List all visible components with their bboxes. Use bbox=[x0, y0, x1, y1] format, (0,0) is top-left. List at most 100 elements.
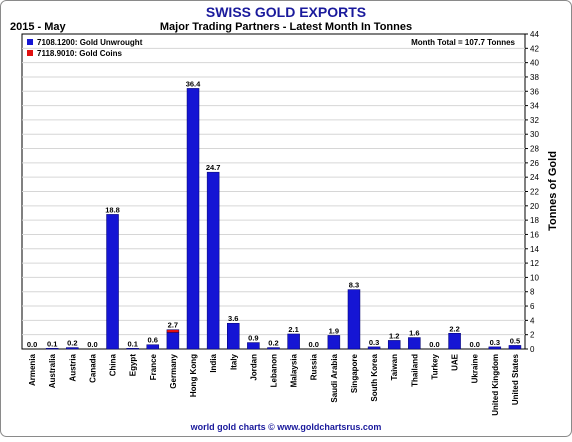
bar-unwrought-17 bbox=[367, 346, 381, 350]
data-label-23: 0.3 bbox=[490, 338, 500, 347]
y-tick-label-42: 42 bbox=[530, 44, 539, 53]
data-label-20: 0.0 bbox=[429, 340, 439, 349]
data-label-10: 3.6 bbox=[228, 314, 238, 323]
data-label-17: 0.3 bbox=[369, 338, 379, 347]
data-label-15: 1.9 bbox=[329, 326, 339, 335]
x-tick-label-15: Saudi Arabia bbox=[330, 353, 339, 402]
x-tick-label-22: Ukraine bbox=[471, 353, 480, 383]
bar-unwrought-9 bbox=[206, 171, 220, 350]
x-tick-label-23: United Kingdom bbox=[491, 354, 500, 416]
data-label-13: 2.1 bbox=[288, 325, 298, 334]
x-tick-label-8: Hong Kong bbox=[189, 354, 198, 397]
x-tick-label-1: Australia bbox=[48, 353, 57, 388]
bar-unwrought-15 bbox=[327, 335, 341, 350]
data-label-6: 0.6 bbox=[148, 336, 158, 345]
x-tick-label-13: Malaysia bbox=[290, 353, 299, 387]
data-label-7: 2.7 bbox=[168, 321, 178, 330]
bar-unwrought-1 bbox=[45, 348, 59, 350]
data-label-5: 0.1 bbox=[127, 339, 137, 348]
legend-swatch-unwrought bbox=[27, 39, 33, 45]
data-label-21: 2.2 bbox=[449, 324, 459, 333]
y-tick-label-0: 0 bbox=[530, 345, 535, 354]
y-tick-label-40: 40 bbox=[530, 59, 539, 68]
chart-subtitle: Major Trading Partners - Latest Month In… bbox=[160, 21, 412, 33]
data-label-16: 8.3 bbox=[349, 281, 359, 290]
bars-group: 0.0 0.1 0.2 0.0 18.8 0.1 0.6 2.7 36.4 24.7 3.6 0.9 0… bbox=[27, 79, 522, 350]
y-tick-label-24: 24 bbox=[530, 173, 539, 182]
bar-unwrought-11 bbox=[247, 342, 260, 350]
y-tick-label-8: 8 bbox=[530, 288, 535, 297]
y-tick-label-32: 32 bbox=[530, 116, 539, 125]
bar-unwrought-6 bbox=[146, 344, 160, 350]
legend-label-unwrought: 7108.1200: Gold Unwrought bbox=[37, 38, 143, 47]
y-tick-label-14: 14 bbox=[530, 245, 539, 254]
chart-title: SWISS GOLD EXPORTS bbox=[206, 4, 366, 20]
x-tick-label-9: India bbox=[209, 353, 218, 372]
y-tick-label-16: 16 bbox=[530, 230, 539, 239]
x-tick-label-3: Canada bbox=[88, 353, 97, 382]
bar-unwrought-19 bbox=[408, 337, 421, 350]
bar-unwrought-2 bbox=[66, 347, 79, 350]
y-tick-label-6: 6 bbox=[530, 302, 535, 311]
data-label-19: 1.6 bbox=[409, 329, 419, 338]
bar-unwrought-4 bbox=[106, 214, 119, 350]
x-tick-label-12: Lebanon bbox=[270, 354, 279, 387]
data-label-18: 1.2 bbox=[389, 331, 399, 340]
y-tick-label-28: 28 bbox=[530, 145, 539, 154]
y-tick-label-44: 44 bbox=[530, 30, 539, 39]
data-label-8: 36.4 bbox=[186, 79, 201, 88]
x-tick-label-6: France bbox=[149, 353, 158, 380]
bar-coins-7 bbox=[166, 329, 180, 333]
x-tick-label-0: Armenia bbox=[28, 353, 37, 386]
y-tick-label-10: 10 bbox=[530, 273, 539, 282]
x-tick-label-19: Thailand bbox=[410, 354, 419, 387]
x-tick-label-10: Italy bbox=[229, 353, 238, 370]
y-tick-label-22: 22 bbox=[530, 188, 539, 197]
y-tick-label-36: 36 bbox=[530, 87, 539, 96]
x-tick-label-17: South Korea bbox=[370, 353, 379, 401]
bar-unwrought-12 bbox=[267, 347, 280, 350]
x-tick-label-14: Russia bbox=[310, 353, 319, 380]
bar-unwrought-7 bbox=[166, 332, 180, 350]
data-label-4: 18.8 bbox=[105, 205, 120, 214]
y-axis-ticks: 0246810121416182022242628303234363840424… bbox=[525, 30, 539, 354]
x-tick-label-7: Germany bbox=[169, 353, 178, 388]
bar-unwrought-24 bbox=[508, 345, 522, 350]
bar-unwrought-8 bbox=[186, 88, 200, 350]
y-tick-label-26: 26 bbox=[530, 159, 539, 168]
y-tick-label-18: 18 bbox=[530, 216, 539, 225]
x-tick-label-20: Turkey bbox=[430, 353, 439, 379]
bar-unwrought-18 bbox=[387, 340, 401, 350]
x-tick-label-2: Austria bbox=[68, 353, 77, 381]
data-label-2: 0.2 bbox=[67, 339, 77, 348]
x-tick-label-18: Taiwan bbox=[390, 354, 399, 381]
bar-unwrought-16 bbox=[347, 289, 361, 350]
bar-unwrought-5 bbox=[126, 348, 139, 350]
data-label-22: 0.0 bbox=[469, 340, 479, 349]
x-tick-label-4: China bbox=[109, 353, 118, 376]
data-label-14: 0.0 bbox=[309, 340, 319, 349]
grid-lines bbox=[22, 47, 525, 336]
month-total: Month Total = 107.7 Tonnes bbox=[411, 38, 515, 47]
data-label-1: 0.1 bbox=[47, 339, 57, 348]
y-tick-label-2: 2 bbox=[530, 331, 535, 340]
data-label-0: 0.0 bbox=[27, 340, 37, 349]
y-tick-label-4: 4 bbox=[530, 316, 535, 325]
y-axis-title: Tonnes of Gold bbox=[547, 151, 559, 231]
footer-credit: world gold charts © www.goldchartsrus.co… bbox=[190, 422, 382, 432]
bar-unwrought-21 bbox=[448, 333, 461, 350]
bar-unwrought-23 bbox=[488, 346, 502, 350]
y-tick-label-20: 20 bbox=[530, 202, 539, 211]
legend: 7108.1200: Gold Unwrought 7118.9010: Gol… bbox=[27, 38, 143, 58]
bar-unwrought-10 bbox=[227, 322, 240, 350]
bar-unwrought-13 bbox=[287, 333, 300, 350]
y-tick-label-12: 12 bbox=[530, 259, 539, 268]
data-label-12: 0.2 bbox=[268, 339, 278, 348]
y-tick-label-38: 38 bbox=[530, 73, 539, 82]
y-tick-label-30: 30 bbox=[530, 130, 539, 139]
y-tick-label-34: 34 bbox=[530, 102, 539, 111]
data-label-24: 0.5 bbox=[510, 336, 520, 345]
data-label-3: 0.0 bbox=[87, 340, 97, 349]
